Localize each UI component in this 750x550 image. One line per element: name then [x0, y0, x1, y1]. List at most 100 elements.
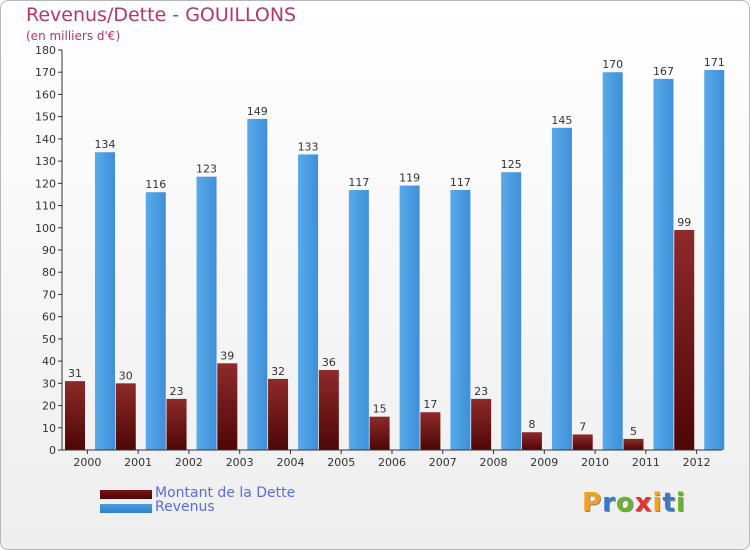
bar-revenus	[196, 176, 217, 450]
data-label-dette: 32	[271, 365, 285, 378]
data-label-dette: 30	[119, 369, 133, 382]
bar-dette	[420, 412, 441, 450]
logo-letter: P	[582, 488, 603, 518]
chart-subtitle: (en milliers d'€)	[26, 29, 121, 43]
x-tick-label: 2005	[327, 456, 355, 469]
bar-revenus	[247, 118, 268, 450]
data-label-dette: 31	[68, 367, 82, 380]
bar-dette	[674, 230, 695, 450]
y-tick-label: 20	[42, 400, 56, 413]
y-tick-label: 170	[35, 66, 56, 79]
data-label-revenus: 171	[704, 56, 725, 69]
legend-swatch-revenus	[100, 504, 152, 513]
proxiti-logo: Proxiti	[582, 488, 686, 518]
data-label-revenus: 117	[450, 176, 471, 189]
y-tick-label: 90	[42, 244, 56, 257]
bar-dette	[318, 370, 339, 450]
bar-dette	[369, 416, 390, 450]
data-label-dette: 23	[170, 385, 184, 398]
logo-letter: o	[615, 488, 635, 518]
y-tick-label: 130	[35, 155, 56, 168]
y-tick-label: 30	[42, 377, 56, 390]
x-tick-label: 2010	[581, 456, 609, 469]
data-label-revenus: 125	[501, 158, 522, 171]
bar-dette	[521, 432, 542, 450]
bar-dette	[471, 398, 492, 450]
x-tick-label: 2008	[480, 456, 508, 469]
data-label-dette: 5	[630, 425, 637, 438]
data-label-revenus: 145	[551, 114, 572, 127]
bar-revenus	[399, 185, 420, 451]
y-tick-label: 110	[35, 200, 56, 213]
bar-revenus	[704, 70, 725, 450]
logo-letter: x	[634, 488, 653, 518]
bar-revenus	[95, 152, 115, 450]
x-tick-label: 2003	[226, 456, 254, 469]
x-tick-label: 2000	[73, 456, 101, 469]
data-label-revenus: 167	[653, 65, 674, 78]
bar-dette	[115, 383, 136, 450]
y-tick-label: 0	[49, 444, 56, 457]
y-tick-label: 40	[42, 355, 56, 368]
y-tick-label: 10	[42, 422, 56, 435]
x-tick-label: 2009	[530, 456, 558, 469]
data-label-dette: 17	[423, 398, 437, 411]
logo-letter: r	[602, 488, 616, 518]
legend-swatch-dette	[100, 490, 152, 499]
data-label-dette: 8	[528, 418, 535, 431]
bar-dette	[623, 438, 644, 450]
bar-revenus	[551, 127, 572, 451]
y-tick-label: 180	[35, 44, 56, 57]
bar-revenus	[653, 78, 674, 450]
x-tick-label: 2012	[683, 456, 711, 469]
bar-revenus	[298, 154, 319, 450]
data-label-dette: 39	[220, 349, 234, 362]
data-label-dette: 99	[677, 216, 691, 229]
data-label-revenus: 133	[298, 140, 319, 153]
bar-dette	[65, 381, 85, 450]
y-tick-label: 100	[35, 222, 56, 235]
data-label-revenus: 119	[399, 172, 420, 185]
x-tick-label: 2001	[124, 456, 152, 469]
logo-letter: i	[652, 488, 663, 518]
y-tick-label: 60	[42, 311, 56, 324]
x-tick-label: 2007	[429, 456, 457, 469]
data-label-revenus: 170	[602, 58, 623, 71]
y-tick-label: 50	[42, 333, 56, 346]
chart-title: Revenus/Dette - GOUILLONS	[26, 4, 297, 26]
y-tick-label: 150	[35, 111, 56, 124]
bar-revenus	[602, 72, 623, 450]
bar-revenus	[145, 192, 166, 450]
data-label-revenus: 149	[247, 105, 268, 118]
x-tick-label: 2004	[276, 456, 304, 469]
x-tick-label: 2011	[632, 456, 660, 469]
data-label-dette: 15	[373, 403, 387, 416]
y-tick-label: 70	[42, 288, 56, 301]
data-label-dette: 7	[579, 420, 586, 433]
y-tick-label: 160	[35, 88, 56, 101]
bar-dette	[572, 434, 593, 450]
x-tick-label: 2002	[175, 456, 203, 469]
logo-letter: t	[662, 488, 676, 518]
data-label-revenus: 134	[95, 138, 116, 151]
bar-revenus	[450, 190, 471, 450]
bar-revenus	[348, 190, 369, 450]
y-tick-label: 80	[42, 266, 56, 279]
bar-dette	[268, 378, 289, 450]
logo-letter: i	[675, 488, 686, 518]
data-label-revenus: 123	[196, 163, 217, 176]
data-label-revenus: 116	[145, 178, 166, 191]
data-label-dette: 36	[322, 356, 336, 369]
data-label-dette: 23	[474, 385, 488, 398]
bar-dette	[217, 363, 238, 450]
bar-dette	[166, 398, 187, 450]
legend-label-dette: Montant de la Dette	[155, 485, 296, 501]
x-tick-label: 2006	[378, 456, 406, 469]
y-tick-label: 140	[35, 133, 56, 146]
y-tick-label: 120	[35, 177, 56, 190]
legend-label-revenus: Revenus	[155, 499, 215, 515]
data-label-revenus: 117	[348, 176, 369, 189]
bar-revenus	[501, 172, 522, 450]
